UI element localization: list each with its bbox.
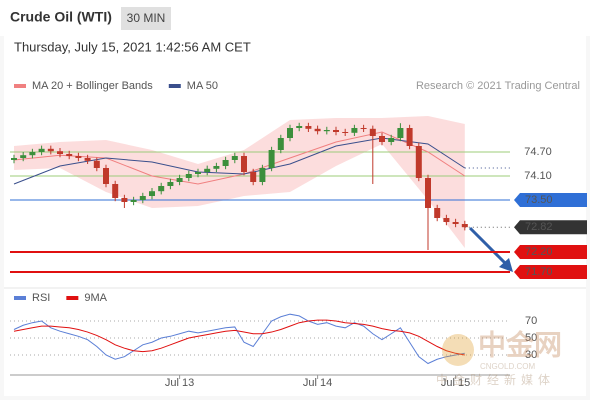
candle-body bbox=[241, 156, 247, 172]
candle-body bbox=[397, 128, 404, 138]
candle-body bbox=[149, 191, 155, 196]
candle-body bbox=[425, 178, 431, 208]
candle-body bbox=[351, 128, 358, 133]
candle-body bbox=[66, 154, 73, 156]
candle-body bbox=[185, 174, 192, 178]
candle-body bbox=[75, 156, 82, 158]
candle-body bbox=[158, 186, 165, 192]
candle-body bbox=[434, 208, 441, 218]
timestamp: Thursday, July 15, 2021 1:42:56 AM CET bbox=[14, 39, 251, 54]
candle-body bbox=[213, 166, 220, 169]
level-label: 73.50 bbox=[525, 194, 553, 206]
candle-body bbox=[176, 178, 183, 182]
y-tick-label: 50 bbox=[525, 332, 537, 344]
candle-body bbox=[250, 172, 257, 182]
candle-body bbox=[379, 136, 385, 142]
watermark-tagline: 中金财经新媒体 bbox=[436, 372, 555, 387]
legend-swatch bbox=[168, 84, 181, 88]
candle-body bbox=[93, 160, 100, 168]
candle-body bbox=[452, 222, 459, 224]
title: Crude Oil (WTI) bbox=[10, 9, 112, 25]
candle-body bbox=[47, 148, 54, 152]
candle-body bbox=[167, 182, 174, 186]
candle-body bbox=[360, 128, 367, 129]
level-box bbox=[514, 193, 587, 207]
panel bbox=[4, 36, 586, 396]
legend-swatch bbox=[14, 296, 26, 300]
candle-body bbox=[268, 150, 275, 168]
level-label: 71.70 bbox=[525, 266, 553, 278]
candle-body bbox=[369, 128, 376, 136]
candle-body bbox=[112, 184, 119, 198]
candle-body bbox=[231, 156, 238, 160]
level-label: 74.10 bbox=[524, 170, 552, 182]
candle-body bbox=[139, 196, 146, 200]
candle-body bbox=[305, 126, 312, 129]
level-label: 74.70 bbox=[524, 146, 552, 158]
x-tick-label: Jul 14 bbox=[303, 377, 332, 389]
candle-body bbox=[443, 218, 450, 222]
y-tick-label: 30 bbox=[525, 349, 537, 361]
candle-body bbox=[333, 130, 339, 132]
candle-body bbox=[204, 168, 211, 172]
candle-body bbox=[38, 148, 45, 152]
indicator-line bbox=[13, 313, 465, 365]
x-tick-label: Jul 15 bbox=[441, 377, 470, 389]
candle-body bbox=[461, 224, 468, 228]
candle-body bbox=[57, 151, 63, 154]
interval[interactable]: 30 MIN bbox=[127, 11, 166, 25]
candle-body bbox=[314, 128, 321, 132]
legend-label: MA 50 bbox=[187, 80, 218, 92]
candle-body bbox=[287, 128, 293, 138]
credit: Research © 2021 Trading Central bbox=[416, 80, 580, 92]
level-label: 72.82 bbox=[525, 221, 553, 233]
level-box bbox=[514, 220, 587, 235]
legend-swatch bbox=[14, 84, 26, 88]
x-tick-label: Jul 13 bbox=[165, 377, 194, 389]
watermark-site: CNGOLD.COM bbox=[480, 362, 535, 371]
forecast-arrow bbox=[468, 226, 510, 268]
candle-body bbox=[415, 146, 422, 178]
candle-body bbox=[20, 155, 27, 158]
candle-body bbox=[222, 160, 229, 166]
watermark: 中金网 CNGOLD.COM 中金财经新媒体 bbox=[436, 328, 562, 387]
legend-label: RSI bbox=[32, 292, 50, 304]
candle-body bbox=[296, 126, 303, 128]
candle-body bbox=[406, 128, 413, 146]
arrow-head bbox=[499, 258, 513, 272]
candle-body bbox=[388, 138, 395, 142]
legend-swatch bbox=[66, 296, 79, 300]
candle-body bbox=[195, 172, 201, 174]
level-label: 72.20 bbox=[525, 246, 553, 258]
y-tick-label: 70 bbox=[525, 315, 537, 327]
candle-body bbox=[342, 132, 349, 133]
candle-body bbox=[121, 198, 128, 202]
candle-body bbox=[259, 168, 266, 182]
watermark-logo bbox=[442, 334, 474, 366]
interval-badge[interactable] bbox=[121, 7, 171, 30]
legend-label: 9MA bbox=[84, 292, 107, 304]
candle-body bbox=[277, 138, 284, 150]
watermark-brand: 中金网 bbox=[478, 328, 562, 360]
level-box bbox=[514, 245, 587, 259]
candle-body bbox=[103, 168, 109, 184]
bollinger-band bbox=[14, 116, 465, 248]
level-box bbox=[514, 265, 587, 279]
candle-body bbox=[11, 158, 17, 160]
indicator-line bbox=[13, 319, 465, 356]
candle-body bbox=[29, 152, 36, 156]
legend-label: MA 20 + Bollinger Bands bbox=[32, 80, 153, 92]
candle-body bbox=[323, 130, 330, 132]
candle-body bbox=[84, 158, 91, 161]
candle-body bbox=[130, 200, 137, 202]
